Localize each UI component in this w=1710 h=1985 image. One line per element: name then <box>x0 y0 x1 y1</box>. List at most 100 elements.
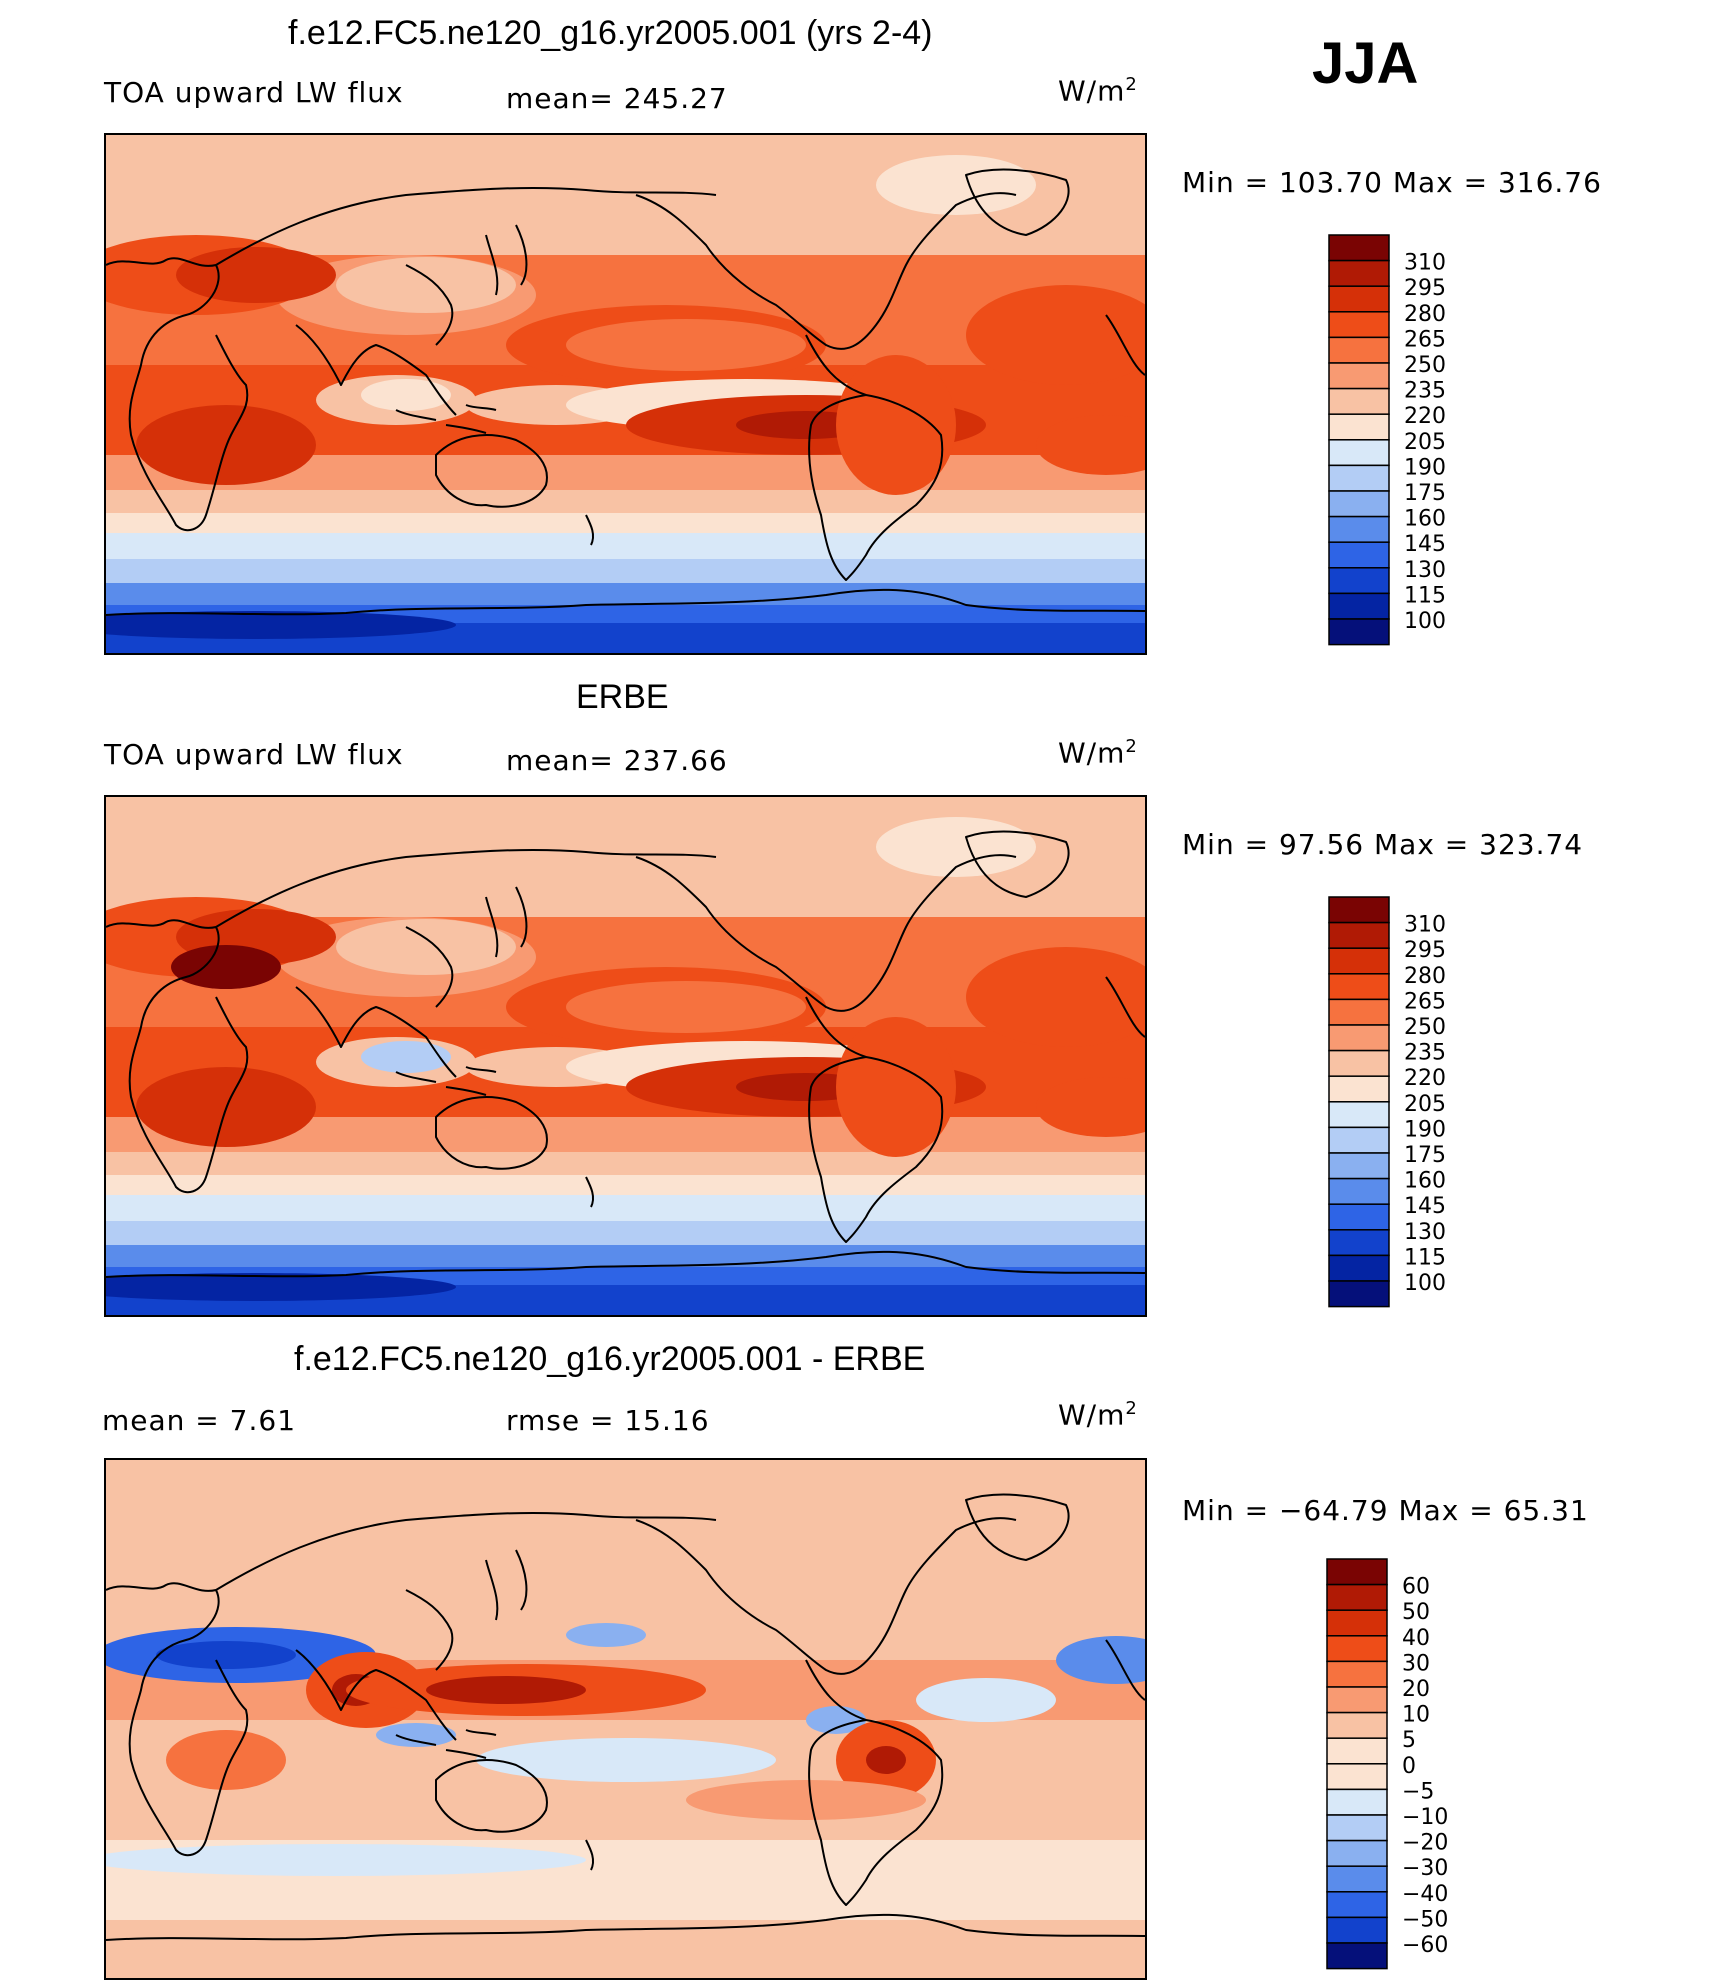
colorbar-tick-label: 250 <box>1404 1015 1446 1040</box>
coastline <box>106 1913 1145 1941</box>
colorbar-tick-label: −20 <box>1402 1831 1448 1856</box>
colorbar-swatch <box>1328 362 1390 390</box>
colorbar-swatch <box>1326 1711 1388 1739</box>
colorbar-swatch <box>1326 1635 1388 1663</box>
colorbar-svg: 3102952802652502352202051901751601451301… <box>1328 896 1446 1308</box>
colorbar-tick-label: 175 <box>1404 481 1446 506</box>
contour-region <box>176 247 336 303</box>
contour-region <box>916 1678 1056 1722</box>
colorbar-swatch <box>1328 618 1390 646</box>
contour-region <box>966 285 1145 385</box>
colorbar-tick-label: 0 <box>1402 1754 1416 1779</box>
colorbar-tick-label: −40 <box>1402 1882 1448 1907</box>
colorbar-tick-label: 205 <box>1404 1092 1446 1117</box>
contour-region <box>376 1723 456 1747</box>
coastline <box>215 186 717 266</box>
coastline <box>295 986 457 1078</box>
contour-band <box>106 1195 1145 1223</box>
colorbar-swatch <box>1328 1075 1390 1103</box>
panel-3-mean-label: mean = 7.61 <box>102 1404 297 1437</box>
coastline <box>585 1176 595 1208</box>
colorbar-swatch <box>1328 567 1390 595</box>
colorbar-swatch <box>1326 1763 1388 1791</box>
colorbar-tick-label: 100 <box>1404 1271 1446 1296</box>
contour-band <box>106 1175 1145 1197</box>
coastline <box>405 1549 528 1671</box>
colorbar-swatch <box>1328 1280 1390 1308</box>
colorbar-tick-label: 160 <box>1404 507 1446 532</box>
panel-3-rmse-label: rmse = 15.16 <box>506 1404 710 1437</box>
colorbar-tick-label: 310 <box>1404 251 1446 276</box>
colorbar-tick-label: 30 <box>1402 1651 1430 1676</box>
panel-3-colorbar: 60 50 40 30 20 10 5 0 −5 −10 −20 −30 −40 −50 −60 <box>1326 1558 1526 1972</box>
panel-2-title: ERBE <box>576 678 669 716</box>
colorbar-tick-label: −5 <box>1402 1779 1434 1804</box>
contour-region <box>156 1641 296 1669</box>
colorbar-swatch <box>1328 1049 1390 1077</box>
coastline <box>805 1659 867 1721</box>
coastline <box>1105 976 1145 1038</box>
contour-region <box>1036 415 1145 475</box>
colorbar-swatch <box>1328 490 1390 518</box>
coastline <box>635 192 1017 350</box>
coastline <box>965 1493 1070 1561</box>
coastline <box>965 830 1070 898</box>
contour-region <box>106 611 456 639</box>
colorbar-swatch <box>1328 921 1390 949</box>
contour-region <box>866 1746 906 1774</box>
contour-region <box>566 1623 646 1647</box>
coastline <box>106 919 249 1194</box>
colorbar-swatch <box>1328 896 1390 924</box>
colorbar-tick-label: 115 <box>1404 1245 1446 1270</box>
contour-region <box>361 1041 451 1073</box>
colorbar-swatch <box>1326 1865 1388 1893</box>
colorbar-swatch <box>1326 1660 1388 1688</box>
contour-region <box>106 1844 586 1876</box>
colorbar-swatch <box>1328 464 1390 492</box>
coastline <box>585 1839 595 1871</box>
coastline <box>395 404 497 434</box>
colorbar-swatch <box>1328 1152 1390 1180</box>
colorbar-tick-label: 60 <box>1402 1575 1430 1600</box>
panel-1-units-label: W/m2 <box>1058 74 1138 108</box>
coastline <box>106 588 1145 616</box>
contour-region <box>426 1676 586 1704</box>
coastline <box>435 434 548 508</box>
contour-region <box>966 947 1145 1047</box>
colorbar-swatch <box>1326 1686 1388 1714</box>
colorbar-tick-label: 265 <box>1404 989 1446 1014</box>
coastline <box>965 168 1070 236</box>
coastline <box>435 1759 548 1833</box>
colorbar-swatch <box>1328 285 1390 313</box>
contour-region <box>336 257 516 313</box>
panel-1-minmax: Min = 103.70 Max = 316.76 <box>1182 166 1602 199</box>
contour-band <box>106 1221 1145 1247</box>
panel-1-mean-label: mean= 245.27 <box>506 82 728 115</box>
colorbar-tick-label: 160 <box>1404 1169 1446 1194</box>
colorbar-swatch <box>1326 1609 1388 1637</box>
panel-2-variable-label: TOA upward LW flux <box>104 738 404 771</box>
contour-band <box>106 533 1145 561</box>
contour-band <box>106 513 1145 535</box>
colorbar-swatch <box>1326 1737 1388 1765</box>
coastline <box>808 1056 944 1243</box>
contour-region <box>336 919 516 975</box>
colorbar-swatch <box>1328 1254 1390 1282</box>
coastline <box>405 224 528 346</box>
colorbar-swatch <box>1328 387 1390 415</box>
coastline <box>635 854 1017 1012</box>
colorbar-tick-label: 310 <box>1404 913 1446 938</box>
colorbar-swatch <box>1328 1177 1390 1205</box>
colorbar-swatch <box>1328 1229 1390 1257</box>
colorbar-tick-label: 220 <box>1404 1066 1446 1091</box>
coastline <box>405 886 528 1008</box>
colorbar-tick-label: 190 <box>1404 455 1446 480</box>
colorbar-swatch <box>1326 1788 1388 1816</box>
contour-region <box>361 379 451 411</box>
colorbar-swatch <box>1328 541 1390 569</box>
map-svg <box>106 135 1145 653</box>
contour-region <box>686 1780 926 1820</box>
colorbar-swatch <box>1328 592 1390 620</box>
contour-region <box>566 319 806 371</box>
